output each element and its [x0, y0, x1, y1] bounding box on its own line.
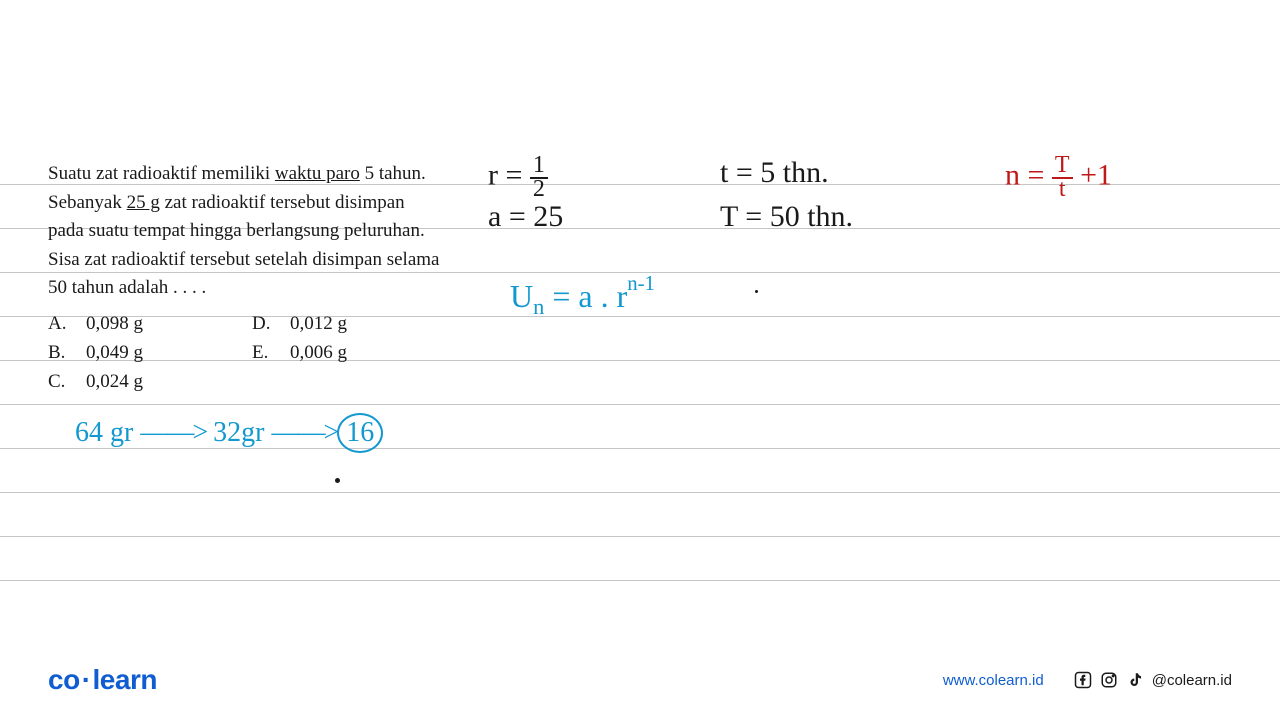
- hw-capital-t-equation: T = 50 thn.: [720, 202, 853, 232]
- ruled-line: [0, 580, 1280, 581]
- hw-un-formula: Un = a . rn-1: [510, 280, 655, 312]
- tiktok-icon: [1126, 671, 1144, 689]
- hw-n-equation: n = Tt +1: [1005, 155, 1112, 200]
- problem-underline-1: waktu paro: [275, 163, 360, 184]
- footer-url: www.colearn.id: [943, 672, 1044, 689]
- social-handle: @colearn.id: [1152, 672, 1232, 689]
- ruled-line: [0, 404, 1280, 405]
- choice-b: B.0,049 g: [48, 338, 236, 367]
- dot-mark: [755, 290, 758, 293]
- social-links: @colearn.id: [1074, 671, 1232, 689]
- ruled-line: [0, 536, 1280, 537]
- brand-logo: co·learn: [48, 664, 157, 696]
- hw-a-equation: a = 25: [488, 202, 563, 232]
- hw-t-equation: t = 5 thn.: [720, 158, 829, 188]
- footer-right: www.colearn.id @colearn.id: [943, 671, 1232, 689]
- footer: co·learn www.colearn.id @colearn.id: [0, 664, 1280, 696]
- dot-mark: [335, 478, 340, 483]
- facebook-icon: [1074, 671, 1092, 689]
- hw-r-equation: r = 12: [488, 155, 548, 200]
- answer-choices: A.0,098 g B.0,049 g C.0,024 g D.0,012 g …: [48, 309, 440, 397]
- choice-e: E.0,006 g: [252, 338, 440, 367]
- choice-d: D.0,012 g: [252, 309, 440, 338]
- problem-text: Suatu zat radioaktif memiliki waktu paro…: [48, 160, 440, 397]
- instagram-icon: [1100, 671, 1118, 689]
- choice-a: A.0,098 g: [48, 309, 236, 338]
- problem-underline-2: 25 g: [127, 192, 160, 213]
- problem-pre: Suatu zat radioaktif memiliki: [48, 163, 275, 184]
- choice-c: C.0,024 g: [48, 367, 236, 396]
- hw-decay-sequence: 64 gr ——> 32gr ——>16: [75, 413, 383, 453]
- ruled-line: [0, 492, 1280, 493]
